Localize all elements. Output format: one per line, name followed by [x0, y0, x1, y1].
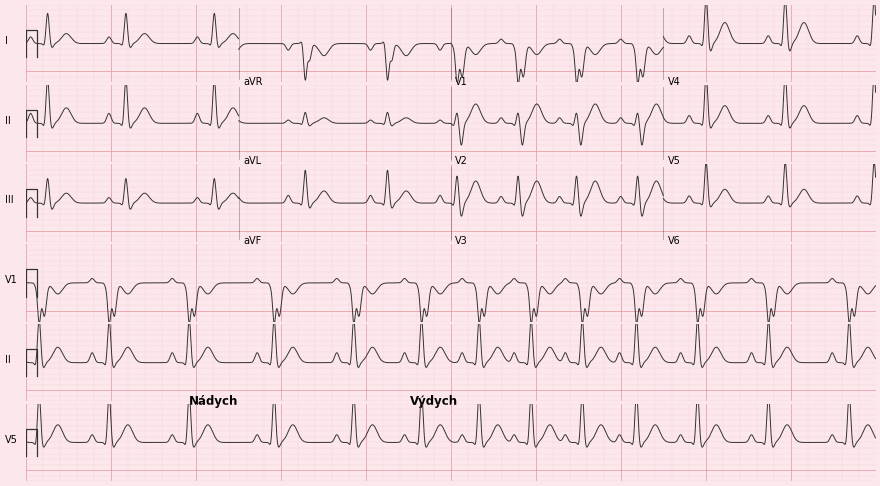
Text: Výdych: Výdych: [410, 395, 458, 408]
Text: V5: V5: [668, 156, 680, 167]
Text: II: II: [5, 116, 11, 125]
Text: V3: V3: [455, 236, 468, 246]
Text: II: II: [5, 355, 11, 365]
Text: V1: V1: [5, 275, 18, 285]
Text: V5: V5: [5, 434, 18, 445]
Text: V1: V1: [455, 77, 468, 87]
Text: Nádych: Nádych: [188, 395, 238, 408]
Text: I: I: [5, 36, 8, 46]
Text: V2: V2: [455, 156, 468, 167]
Text: V4: V4: [668, 77, 680, 87]
Text: V6: V6: [668, 236, 680, 246]
Text: III: III: [5, 195, 14, 206]
Text: aVL: aVL: [243, 156, 261, 167]
Text: aVF: aVF: [243, 236, 261, 246]
Text: aVR: aVR: [243, 77, 262, 87]
